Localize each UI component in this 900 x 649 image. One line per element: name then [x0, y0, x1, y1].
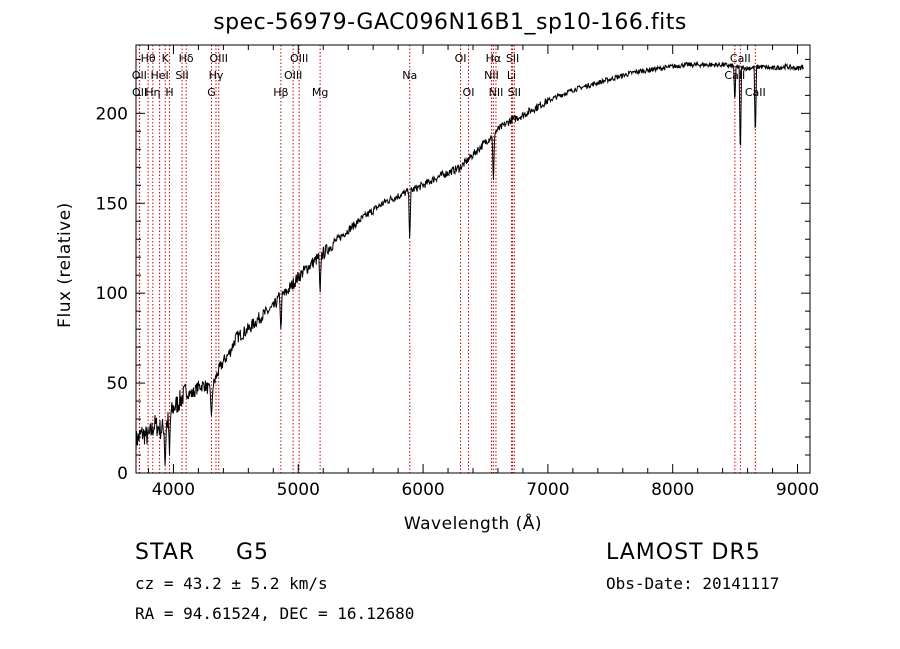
line-label: OI [463, 86, 475, 99]
survey-name: LAMOST DR5 [606, 540, 761, 565]
y-axis-label: Flux (relative) [55, 202, 75, 328]
observation-date: Obs-Date: 20141117 [606, 574, 780, 593]
x-tick-label: 7000 [526, 480, 569, 500]
line-label: SII [506, 52, 519, 65]
line-label: Hθ [141, 52, 156, 65]
line-label: NII [484, 69, 499, 82]
y-tick-label: 200 [96, 104, 128, 124]
line-label: OIII [210, 52, 228, 65]
y-tick-label: 100 [96, 284, 128, 304]
object-class: STAR [135, 540, 196, 565]
line-label: Hγ [209, 69, 224, 82]
line-label: Li [507, 69, 516, 82]
x-tick-label: 4000 [152, 480, 195, 500]
x-tick-label: 8000 [651, 480, 694, 500]
line-label: Hβ [273, 86, 288, 99]
line-label: K [162, 52, 170, 65]
plot-frame [135, 44, 811, 474]
line-label: Na [402, 69, 417, 82]
line-label: Hα [486, 52, 502, 65]
line-label: OI [455, 52, 467, 65]
redshift-cz: cz = 43.2 ± 5.2 km/s [135, 574, 328, 593]
line-label: CaII [724, 69, 745, 82]
y-tick-label: 50 [106, 374, 128, 394]
line-label: H [165, 86, 173, 99]
y-axis-ticks: 0 50 100 150 200 [96, 58, 810, 484]
y-tick-label: 0 [117, 464, 128, 484]
object-subclass: G5 [236, 540, 270, 565]
line-label: SII [508, 86, 521, 99]
chart-title: spec-56979-GAC096N16B1_sp10-166.fits [213, 10, 687, 35]
x-tick-label: 9000 [776, 480, 819, 500]
line-label: CaII [745, 86, 766, 99]
x-tick-label: 6000 [401, 480, 444, 500]
line-label: OIII [290, 52, 308, 65]
line-label: Mg [312, 86, 328, 99]
line-label: HeI [150, 69, 168, 82]
spectrum-series-line [135, 60, 804, 466]
line-label: OIII [284, 69, 302, 82]
line-label: CaII [730, 52, 751, 65]
line-label: SII [175, 69, 188, 82]
line-label: Hδ [179, 52, 194, 65]
line-label: OII [132, 69, 147, 82]
x-axis-label: Wavelength (Å) [404, 512, 542, 534]
line-label: G [207, 86, 216, 99]
line-label: NII [489, 86, 504, 99]
x-tick-label: 5000 [277, 480, 320, 500]
y-tick-label: 150 [96, 194, 128, 214]
spectral-line-markers [138, 45, 756, 473]
coordinates: RA = 94.61524, DEC = 16.12680 [135, 604, 415, 623]
line-label: Hη [145, 86, 160, 99]
x-axis-ticks: 4000 5000 6000 7000 8000 9000 [147, 45, 819, 500]
